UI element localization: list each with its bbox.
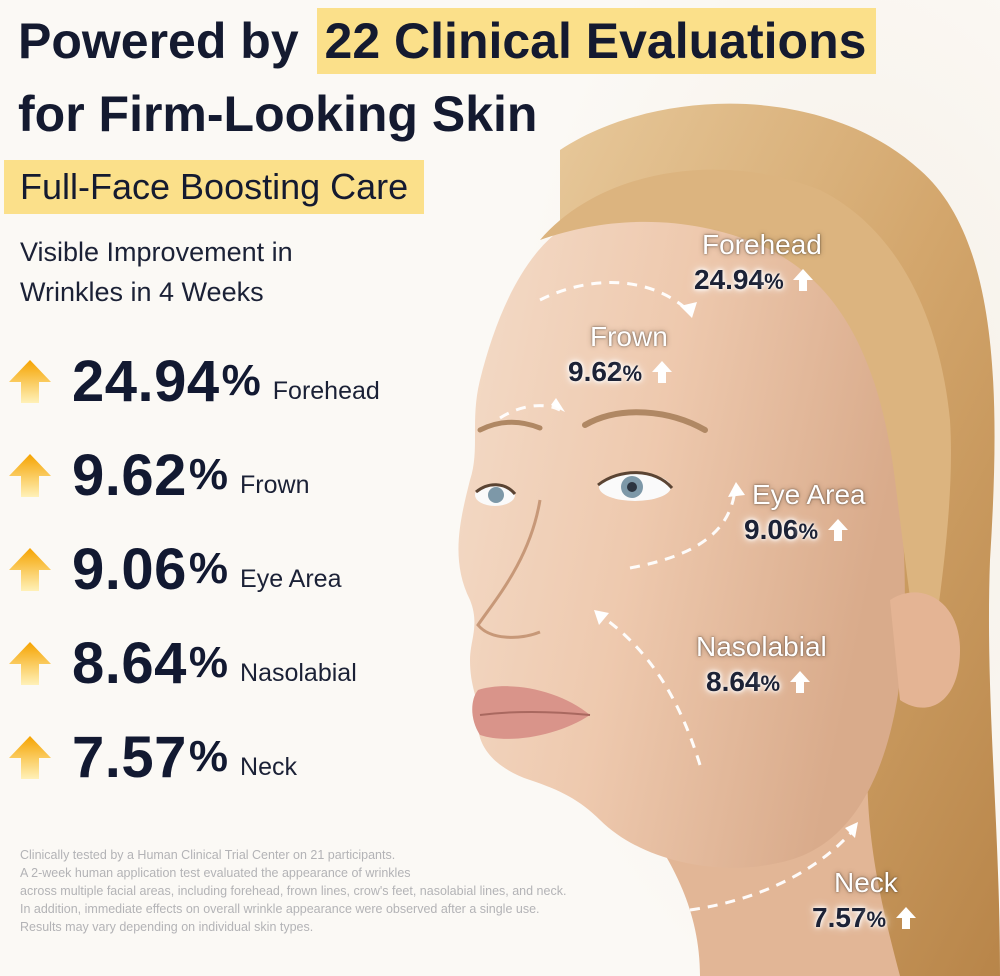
result-value: 9.06: [72, 536, 187, 602]
result-value: 7.57: [72, 724, 187, 790]
disclaimer-line: across multiple facial areas, including …: [20, 884, 567, 898]
callout-unit: %: [760, 671, 781, 696]
disclaimer-line: In addition, immediate effects on overal…: [20, 902, 540, 916]
callout-unit: %: [866, 907, 887, 932]
callout-unit: %: [764, 269, 784, 294]
result-value: 9.62: [72, 442, 187, 508]
headline-highlight: 22 Clinical Evaluations: [316, 8, 877, 74]
callout-value: 9.62: [568, 356, 623, 387]
disclaimer-line: Results may vary depending on individual…: [20, 920, 314, 934]
callout-label: Forehead: [702, 229, 822, 260]
callout-label: Eye Area: [752, 479, 866, 510]
headline-line-2: for Firm-Looking Skin: [18, 86, 538, 142]
result-unit: %: [188, 450, 229, 499]
up-arrow-icon: [9, 548, 51, 591]
subtitle-banner: Full-Face Boosting Care: [4, 160, 425, 214]
result-area: Eye Area: [240, 565, 342, 593]
result-value: 8.64: [72, 630, 187, 696]
disclaimer-line: Clinically tested by a Human Clinical Tr…: [20, 848, 396, 862]
result-item-eye-area: 9.06% Eye Area: [8, 534, 341, 604]
up-arrow-icon: [895, 907, 916, 929]
result-area: Forehead: [272, 377, 380, 405]
callout-value: 8.64: [706, 666, 761, 697]
callout-frown: Frown 9.62%: [568, 320, 673, 392]
result-value: 24.94: [72, 348, 220, 414]
headline-prefix: Powered by: [18, 13, 299, 69]
dashed-curve-arrow-icon: [499, 281, 857, 912]
result-unit: %: [188, 638, 229, 687]
up-arrow-icon: [9, 360, 51, 403]
up-arrow-icon: [827, 519, 848, 541]
up-arrow-icon: [9, 642, 51, 685]
result-item-frown: 9.62% Frown: [8, 440, 309, 510]
callout-unit: %: [622, 361, 643, 386]
up-arrow-icon: [651, 361, 672, 383]
headline-line-1: Powered by 22 Clinical Evaluations: [18, 8, 877, 74]
callout-value: 24.94: [694, 264, 765, 295]
up-arrow-icon: [9, 736, 51, 779]
intro-text: Visible Improvement in Wrinkles in 4 Wee…: [20, 237, 293, 307]
result-area: Nasolabial: [240, 659, 357, 687]
up-arrow-icon: [789, 671, 810, 693]
callout-value: 9.06: [744, 514, 799, 545]
result-item-forehead: 24.94% Forehead: [8, 346, 380, 416]
callout-label: Nasolabial: [696, 631, 827, 662]
result-unit: %: [188, 544, 229, 593]
up-arrow-icon: [9, 454, 51, 497]
callout-value: 7.57: [812, 902, 867, 933]
callout-forehead: Forehead 24.94%: [694, 228, 822, 300]
callout-label: Neck: [834, 867, 898, 898]
result-item-nasolabial: 8.64% Nasolabial: [8, 628, 357, 698]
callout-neck: Neck 7.57%: [812, 866, 917, 938]
result-item-neck: 7.57% Neck: [8, 722, 297, 792]
callout-unit: %: [798, 519, 819, 544]
callout-nasolabial: Nasolabial 8.64%: [696, 630, 827, 702]
up-arrow-icon: [793, 269, 814, 291]
disclaimer-line: A 2-week human application test evaluate…: [20, 866, 411, 880]
callout-label: Frown: [590, 321, 668, 352]
result-area: Neck: [240, 753, 297, 781]
result-area: Frown: [240, 471, 310, 499]
callout-eye-area: Eye Area 9.06%: [744, 478, 866, 550]
result-unit: %: [188, 732, 229, 781]
result-unit: %: [221, 356, 261, 405]
disclaimer-text: Clinically tested by a Human Clinical Tr…: [20, 846, 630, 936]
